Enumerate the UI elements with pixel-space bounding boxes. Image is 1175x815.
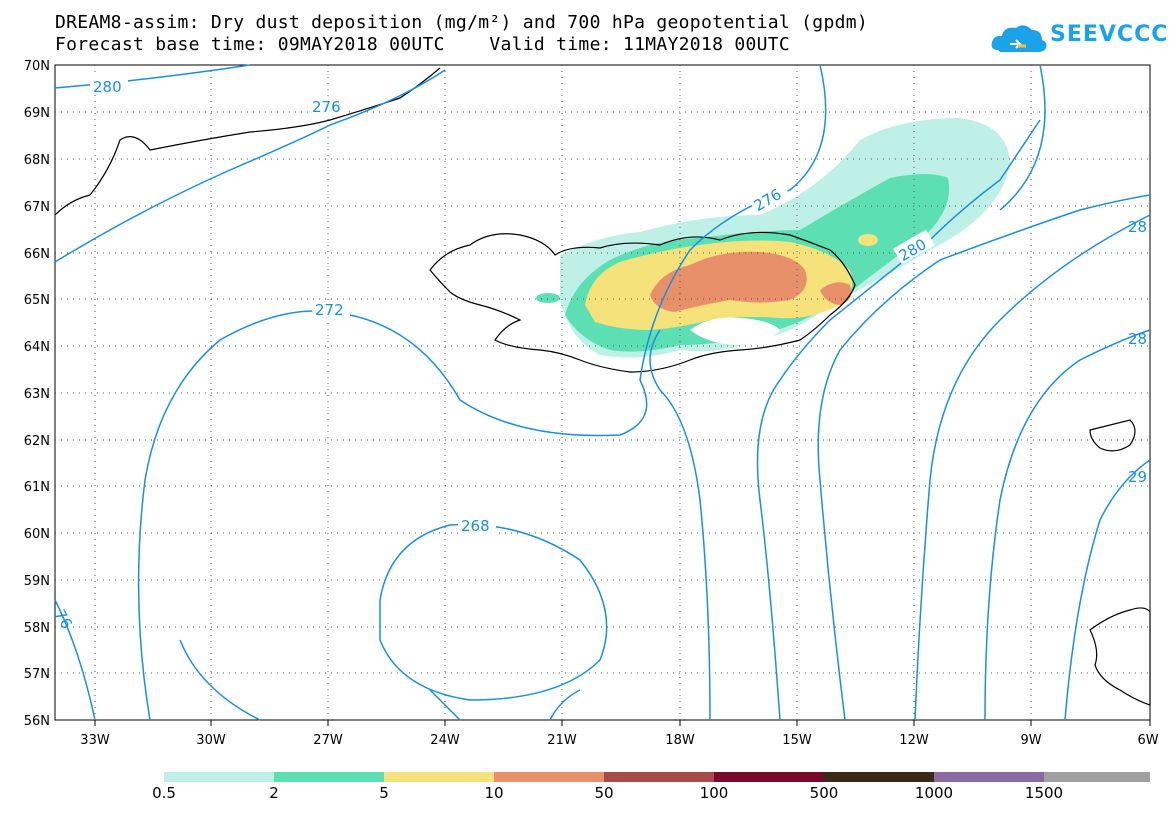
lon-label: 12W	[899, 733, 929, 748]
contour-label: 28	[1128, 330, 1147, 348]
dust-level-10b	[820, 282, 852, 305]
lon-label: 6W	[1137, 733, 1158, 748]
lon-label: 33W	[80, 733, 110, 748]
lon-label: 30W	[196, 733, 226, 748]
legend-swatch	[494, 772, 604, 782]
lat-label: 70N	[24, 59, 50, 74]
lat-label: 65N	[24, 293, 50, 308]
legend-swatch	[934, 772, 1044, 782]
contour-label: 28	[1128, 218, 1147, 236]
lat-label: 69N	[24, 106, 50, 121]
contour-label: 29	[1128, 468, 1147, 486]
lon-label: 24W	[430, 733, 460, 748]
lat-label: 60N	[24, 527, 50, 542]
contour-label: 276	[312, 98, 341, 116]
legend-swatch	[274, 772, 384, 782]
lat-label: 66N	[24, 247, 50, 262]
dust-patch	[858, 234, 878, 246]
cloud-logo-icon	[991, 25, 1047, 52]
legend-swatch	[384, 772, 494, 782]
contour-label: 268	[461, 517, 490, 535]
legend-swatch	[164, 772, 274, 782]
lat-label: 61N	[24, 480, 50, 495]
scotland-coastline	[1089, 607, 1151, 706]
contour-label: 280	[93, 78, 122, 96]
faroe-coastline	[1089, 419, 1136, 452]
lat-label: 56N	[24, 714, 50, 729]
legend-label: 10	[484, 784, 504, 802]
lat-label: 63N	[24, 387, 50, 402]
geopotential-contours	[54, 64, 1151, 721]
lat-label: 62N	[24, 434, 50, 449]
legend-swatch	[1044, 772, 1150, 782]
logo-text: SEEVCCC	[1050, 22, 1169, 47]
lon-label: 27W	[313, 733, 343, 748]
dust-level-10	[650, 251, 807, 312]
dust-deposition-field	[536, 118, 1010, 358]
legend-label: 500	[809, 784, 839, 802]
lon-label: 21W	[547, 733, 577, 748]
map-subtitle: Forecast base time: 09MAY2018 00UTC Vali…	[55, 34, 791, 55]
lat-label: 57N	[24, 667, 50, 682]
lon-label: 18W	[665, 733, 695, 748]
legend-label: 5	[379, 784, 389, 802]
map-title: DREAM8-assim: Dry dust deposition (mg/m²…	[55, 12, 868, 33]
legend-label: 50	[594, 784, 614, 802]
lon-label: 15W	[782, 733, 812, 748]
legend-label: 1000	[914, 784, 954, 802]
lat-label: 59N	[24, 574, 50, 589]
dust-patch	[536, 293, 560, 303]
legend-swatch	[604, 772, 714, 782]
legend-label: 100	[699, 784, 729, 802]
longitude-labels: 33W 30W 27W 24W 21W 18W 15W 12W 9W 6W	[80, 733, 1158, 748]
legend-label: 1500	[1024, 784, 1064, 802]
lat-label: 67N	[24, 200, 50, 215]
iceland-coastline	[429, 231, 856, 373]
lat-label: 68N	[24, 153, 50, 168]
legend-label: 0.5	[152, 784, 176, 802]
legend-swatch	[714, 772, 824, 782]
dust-clear-area	[690, 317, 780, 345]
legend-swatch	[824, 772, 934, 782]
contour-label: 272	[315, 301, 344, 319]
legend-label: 2	[269, 784, 279, 802]
axis-ticks	[94, 720, 1151, 726]
lat-label: 58N	[24, 621, 50, 636]
lon-label: 9W	[1020, 733, 1041, 748]
latitude-labels: 70N 69N 68N 67N 66N 65N 64N 63N 62N 61N …	[24, 59, 50, 729]
lat-label: 64N	[24, 340, 50, 355]
